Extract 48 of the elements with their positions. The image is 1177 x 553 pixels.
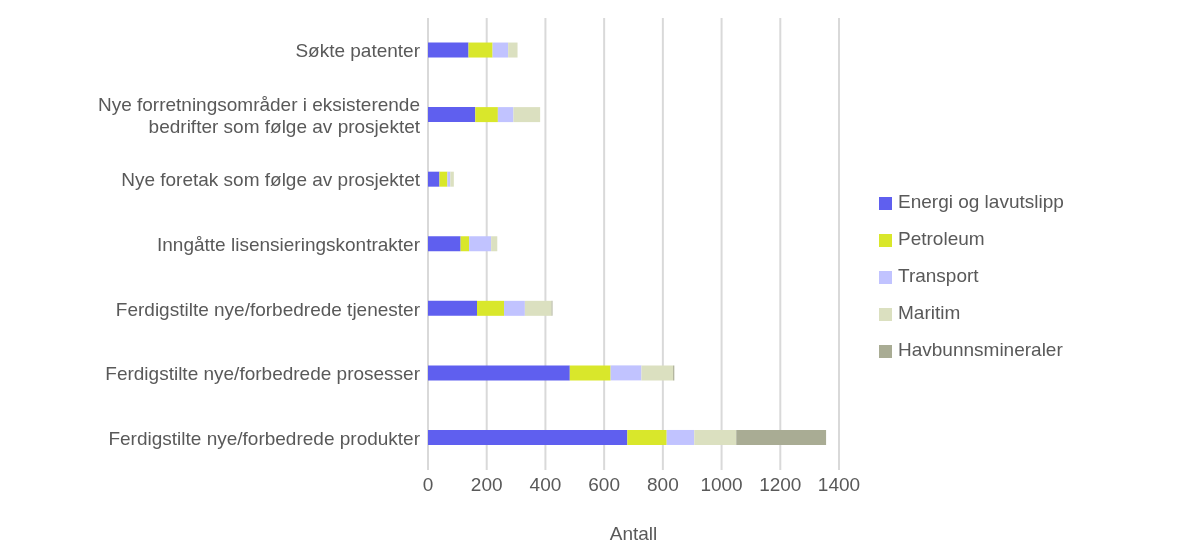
y-tick-label: Ferdigstilte nye/forbedrede tjenester — [115, 298, 421, 320]
bar — [513, 107, 541, 123]
x-tick-label: 600 — [588, 474, 620, 496]
y-tick-label: Inngåtte lisensieringskontrakter — [157, 233, 421, 255]
x-tick-label: 1400 — [817, 474, 861, 496]
bar — [428, 365, 570, 381]
bar — [428, 236, 461, 252]
bar — [504, 300, 525, 316]
x-tick-label: 1000 — [700, 474, 743, 496]
bar — [460, 236, 470, 252]
x-tick-label: 400 — [529, 474, 562, 496]
y-tick-label: Ferdigstilte nye/forbedrede produkter — [108, 427, 421, 449]
y-tick-label: Ferdigstilte nye/forbedrede prosesser — [105, 362, 421, 384]
legend-label: Transport — [898, 265, 979, 286]
bar — [736, 429, 827, 445]
bar — [428, 429, 628, 445]
y-tick-label: Nye foretak som følge av prosjektet — [121, 168, 421, 190]
bar — [610, 365, 642, 381]
x-tick-label: 800 — [647, 474, 679, 496]
bar — [428, 300, 478, 316]
bar — [428, 171, 440, 187]
bar — [627, 429, 667, 445]
bar — [491, 236, 498, 252]
x-tick-label: 0 — [422, 474, 434, 496]
bar — [569, 365, 611, 381]
bar — [497, 107, 514, 123]
y-tick-label: Nye forretningsområder i eksisterende bedrifter som følge av prosjektet — [97, 93, 421, 137]
bar — [475, 107, 498, 123]
legend-label: Energi og lavutslipp — [898, 191, 1064, 212]
x-tick-label: 1200 — [759, 474, 802, 496]
bar — [439, 171, 448, 187]
legend-label: Havbunnsmineraler — [898, 339, 1063, 360]
bar — [468, 42, 493, 58]
bar — [524, 300, 552, 316]
bar — [428, 107, 476, 123]
x-tick-label: 200 — [470, 474, 503, 496]
x-axis-title: Antall — [609, 523, 658, 544]
y-tick-label: Søkte patenter — [295, 39, 421, 61]
bar — [469, 236, 492, 252]
bar — [492, 42, 509, 58]
bar — [641, 365, 674, 381]
bar — [694, 429, 737, 445]
bar — [666, 429, 695, 445]
bar — [508, 42, 518, 58]
bar — [428, 42, 469, 58]
bar — [477, 300, 505, 316]
legend-label: Petroleum — [898, 228, 985, 249]
legend-label: Maritim — [898, 302, 961, 323]
